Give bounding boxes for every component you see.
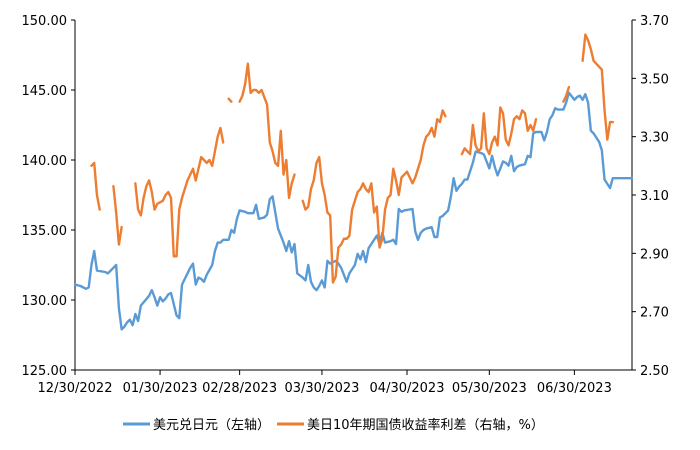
x-tick-label: 06/30/2023 [537,381,612,396]
x-tick-label: 01/30/2023 [123,381,198,396]
left-y-tick-label: 125.00 [22,364,68,379]
series-line-spread [90,33,614,284]
right-y-tick-label: 3.50 [640,72,669,87]
series-layer [73,33,634,331]
right-y-tick-label: 3.30 [640,131,669,146]
right-y-tick-label: 2.50 [640,364,669,379]
right-y-tick-label: 3.70 [640,14,669,29]
left-y-tick-label: 140.00 [22,154,68,169]
x-tick-label: 03/30/2023 [284,381,359,396]
series-line-usdjpy [73,91,634,331]
left-y-tick-label: 135.00 [22,224,68,239]
x-tick-label: 05/30/2023 [452,381,527,396]
legend: 美元兑日元（左轴） 美日10年期国债收益率利差（右轴，%） [123,417,544,433]
left-y-tick-label: 145.00 [22,84,68,99]
x-tick-label: 04/30/2023 [370,381,445,396]
axes-layer: 125.00 130.00 135.00 140.00 145.00 150.00 2.50… [22,14,669,396]
legend-label-usdjpy: 美元兑日元（左轴） [153,418,270,433]
legend-label-spread: 美日10年期国债收益率利差（右轴，%） [307,417,544,433]
left-y-tick-label: 130.00 [22,294,68,309]
left-y-tick-label: 150.00 [22,14,68,29]
right-y-tick-label: 2.90 [640,247,669,262]
right-y-tick-label: 2.70 [640,306,669,321]
right-y-tick-label: 3.10 [640,189,669,204]
x-tick-label: 12/30/2022 [38,381,113,396]
x-tick-label: 02/28/2023 [202,381,277,396]
